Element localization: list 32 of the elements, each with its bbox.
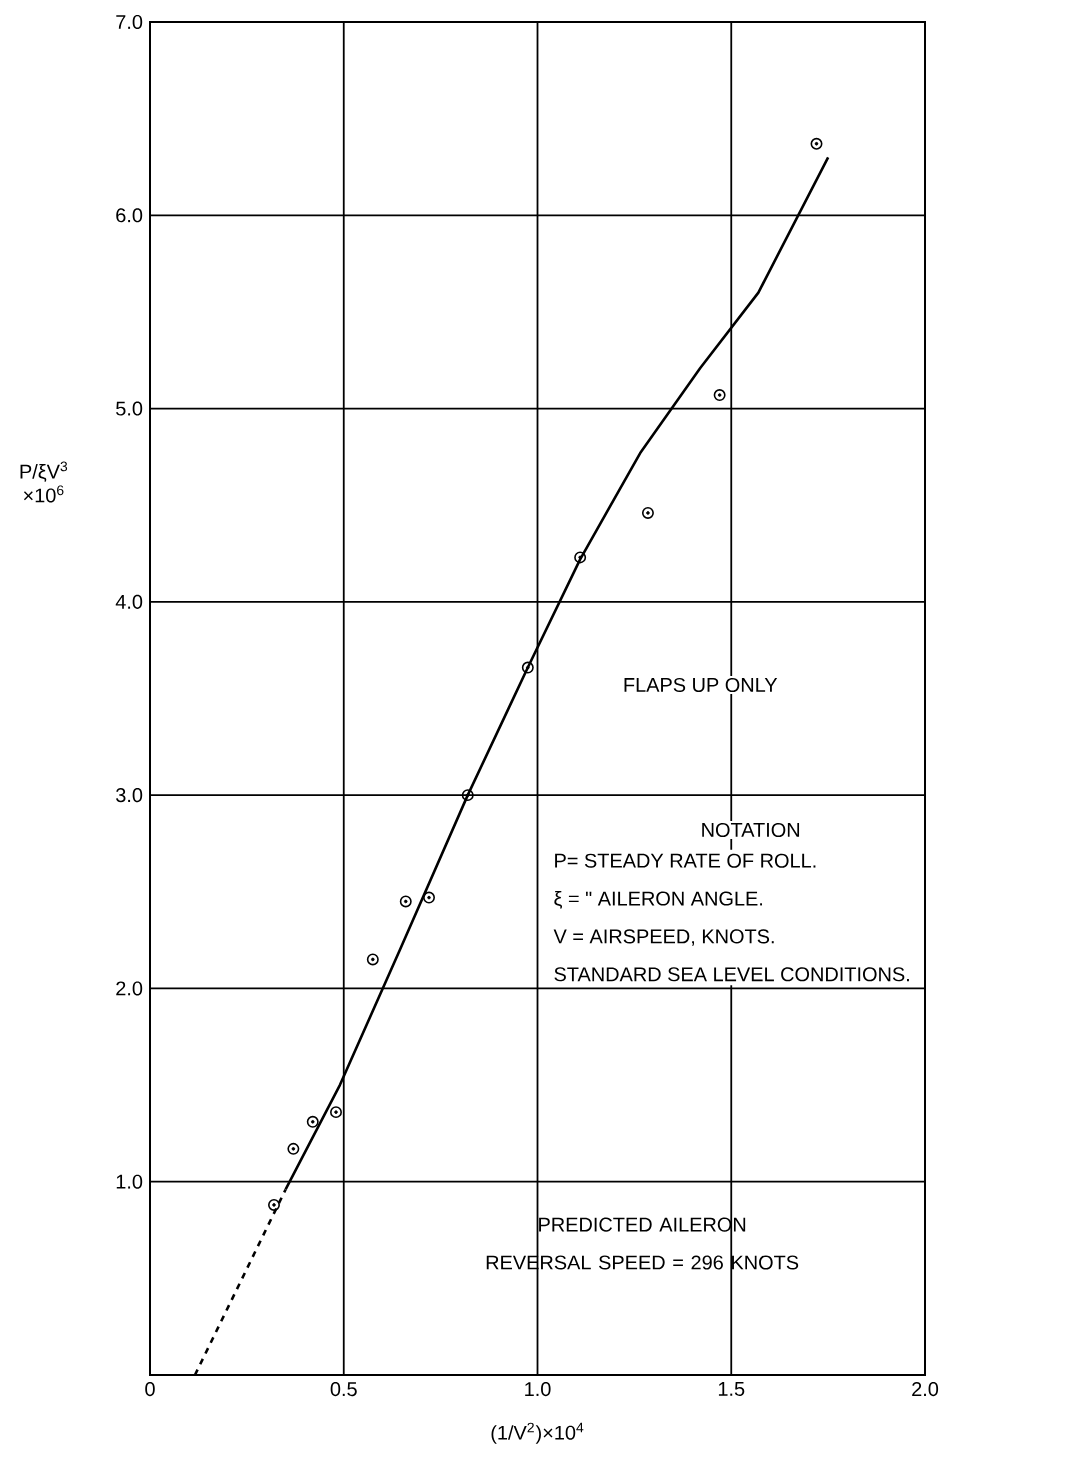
point	[287, 1142, 300, 1155]
point	[423, 891, 435, 904]
y-tick-label: 5.0	[116, 401, 143, 416]
annotation: STANDARD SEA LEVEL CONDITIONS.	[554, 967, 909, 982]
x-axis-title: (1/V$^{2}$)×10$^{4}$	[491, 1422, 584, 1444]
annotation: P= STEADY RATE OF ROLL.	[555, 853, 816, 868]
y-tick-label: 4.0	[115, 594, 143, 609]
annotation: ξ = " AILERON ANGLE.	[554, 890, 763, 909]
point	[574, 551, 587, 564]
text: P/ξV$^{3}$ ×10$^{6}$	[20, 461, 68, 503]
point	[306, 1115, 319, 1128]
point	[330, 1106, 342, 1119]
point	[461, 789, 474, 802]
annotation: V = AIRSPEED, KNOTS.	[553, 929, 774, 946]
point	[366, 953, 379, 966]
point	[713, 389, 726, 402]
y-tick-label: 7.0	[116, 14, 143, 30]
annotation: NOTATION	[702, 822, 800, 837]
x-tick-label: 0.5	[330, 1382, 357, 1397]
point	[399, 895, 412, 908]
x-tick-label: 1.0	[525, 1382, 551, 1397]
point	[810, 137, 823, 150]
point	[641, 506, 654, 519]
x-tick-label: 1.5	[718, 1382, 745, 1396]
point	[268, 1198, 280, 1211]
x-tick-label: 0	[145, 1382, 155, 1397]
y-tick-label: 6.0	[116, 208, 143, 223]
x-tick-label: 2.0	[912, 1382, 939, 1397]
y-tick-label: 1.0	[116, 1174, 143, 1189]
annotation: FLAPS UP ONLY	[624, 677, 778, 693]
y-tick-label: 3.0	[116, 788, 143, 803]
y-tick-label: 2.0	[116, 981, 143, 996]
